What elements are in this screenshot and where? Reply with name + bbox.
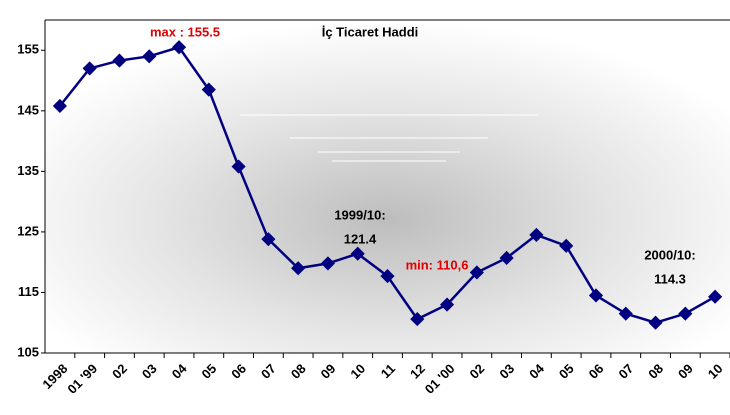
data-point (708, 289, 723, 304)
data-point (410, 312, 425, 327)
x-tick-label: 08 (645, 361, 666, 382)
y-tick-label: 155 (17, 42, 39, 57)
data-point (678, 306, 693, 321)
plot-background (45, 20, 730, 353)
y-tick-label: 135 (17, 163, 39, 178)
data-point (499, 250, 514, 266)
data-point (529, 227, 544, 243)
annotation: 114.3 (654, 271, 686, 286)
data-point (469, 265, 484, 280)
y-tick-label: 125 (17, 223, 39, 238)
data-point (559, 238, 574, 253)
annotation: min: 110,6 (406, 257, 469, 272)
decoration (240, 114, 538, 162)
x-tick-label: 07 (258, 361, 279, 382)
data-point (350, 246, 365, 261)
annotation: 121.4 (344, 231, 377, 246)
y-tick-label: 105 (17, 344, 39, 359)
data-point (618, 306, 633, 321)
x-tick-label: 09 (675, 361, 696, 382)
x-tick-label: 06 (228, 361, 249, 382)
x-tick-label: 02 (109, 361, 130, 382)
data-point (648, 315, 663, 330)
data-point (380, 269, 395, 284)
x-tick-label: 04 (526, 360, 547, 381)
y-tick-label: 145 (17, 102, 39, 117)
x-tick-label: 01 '00 (422, 361, 458, 397)
chart-title: İç Ticaret Haddi (322, 24, 419, 39)
y-tick-label: 115 (18, 284, 39, 299)
x-tick-label: 10 (347, 361, 368, 382)
x-tick-label: 12 (407, 361, 428, 382)
x-tick-label: 08 (288, 361, 309, 382)
annotation: 1999/10: (334, 207, 385, 222)
x-tick-label: 02 (467, 361, 488, 382)
x-tick-label: 04 (169, 360, 190, 381)
x-tick-label: 01 '99 (64, 361, 100, 397)
data-point (588, 288, 604, 303)
annotation: 2000/10: (644, 247, 695, 262)
data-point (439, 297, 455, 312)
x-tick-label: 03 (139, 361, 160, 382)
x-tick-label: 09 (318, 361, 339, 382)
x-tick-label: 06 (586, 361, 607, 382)
data-point (231, 159, 246, 174)
x-tick-label: 11 (378, 361, 398, 381)
data-point (261, 232, 276, 247)
annotation: max : 155.5 (150, 24, 220, 39)
data-point (320, 256, 336, 271)
x-tick-label: 03 (496, 361, 517, 382)
x-tick-label: 05 (556, 361, 577, 382)
x-tick-label: 10 (705, 361, 726, 382)
x-tick-label: 07 (615, 361, 636, 382)
x-tick-label: 05 (199, 361, 220, 382)
data-point (291, 261, 306, 276)
